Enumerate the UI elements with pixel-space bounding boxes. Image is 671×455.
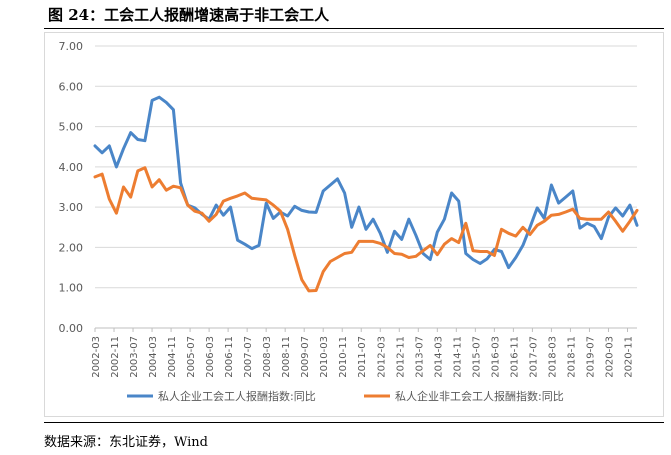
x-tick-label: 2014-11 xyxy=(452,336,463,378)
y-tick-label: 7.00 xyxy=(59,40,84,53)
x-tick-label: 2005-07 xyxy=(186,336,197,378)
chart-frame xyxy=(44,32,664,417)
x-tick-label: 2008-11 xyxy=(281,336,292,378)
y-tick-label: 3.00 xyxy=(59,201,84,214)
x-tick-label: 2015-07 xyxy=(471,336,482,378)
source-rule xyxy=(44,422,664,423)
x-tick-label: 2017-07 xyxy=(528,336,539,378)
y-tick-label: 0.00 xyxy=(59,322,84,335)
x-tick-label: 2020-03 xyxy=(604,336,615,378)
source-note: 数据来源：东北证券，Wind xyxy=(44,435,208,450)
y-tick-label: 4.00 xyxy=(59,161,84,174)
x-tick-label: 2013-07 xyxy=(414,336,425,378)
x-tick-label: 2020-11 xyxy=(623,336,634,378)
x-tick-label: 2002-03 xyxy=(91,336,102,378)
x-tick-label: 2009-07 xyxy=(300,336,311,378)
y-tick-label: 6.00 xyxy=(59,80,84,93)
legend-label-2: 私人企业非工会工人报酬指数:同比 xyxy=(395,389,564,403)
series-line-2 xyxy=(93,166,639,293)
x-axis xyxy=(94,327,637,332)
x-tick-label: 2006-03 xyxy=(205,336,216,378)
x-tick-label: 2007-07 xyxy=(243,336,254,378)
figure-title: 图 24：工会工人报酬增速高于非工会工人 xyxy=(48,6,330,24)
x-tick-label: 2016-11 xyxy=(509,336,520,378)
legend: 私人企业工会工人报酬指数:同比 私人企业非工会工人报酬指数:同比 xyxy=(127,389,564,403)
x-tick-label: 2012-11 xyxy=(395,336,406,378)
x-tick-label: 2002-11 xyxy=(110,336,121,378)
gridlines xyxy=(95,45,637,289)
x-tick-label: 2008-03 xyxy=(262,336,273,378)
title-rule xyxy=(44,28,664,29)
x-tick-label: 2011-07 xyxy=(357,336,368,378)
x-tick-label: 2012-03 xyxy=(376,336,387,378)
x-axis-tick-labels: 2002-03 2002-11 2003-07 2004-03 2004-11 2005-… xyxy=(91,336,634,378)
x-tick-label: 2006-11 xyxy=(224,336,235,378)
x-tick-label: 2018-11 xyxy=(566,336,577,378)
y-tick-label: 1.00 xyxy=(59,282,84,295)
x-tick-label: 2010-11 xyxy=(338,336,349,378)
x-tick-label: 2004-03 xyxy=(148,336,159,378)
x-tick-label: 2016-03 xyxy=(490,336,501,378)
x-tick-label: 2010-03 xyxy=(319,336,330,378)
y-axis-tick-labels: 0.00 1.00 2.00 3.00 4.00 5.00 6.00 7.00 xyxy=(59,40,84,335)
y-tick-label: 5.00 xyxy=(59,121,84,134)
x-tick-label: 2003-07 xyxy=(129,336,140,378)
x-tick-label: 2019-07 xyxy=(585,336,596,378)
x-tick-label: 2004-11 xyxy=(167,336,178,378)
y-tick-label: 2.00 xyxy=(59,241,84,254)
legend-label-1: 私人企业工会工人报酬指数:同比 xyxy=(158,389,316,403)
x-tick-label: 2014-03 xyxy=(433,336,444,378)
series-lines xyxy=(93,95,639,293)
x-tick-label: 2018-03 xyxy=(547,336,558,378)
